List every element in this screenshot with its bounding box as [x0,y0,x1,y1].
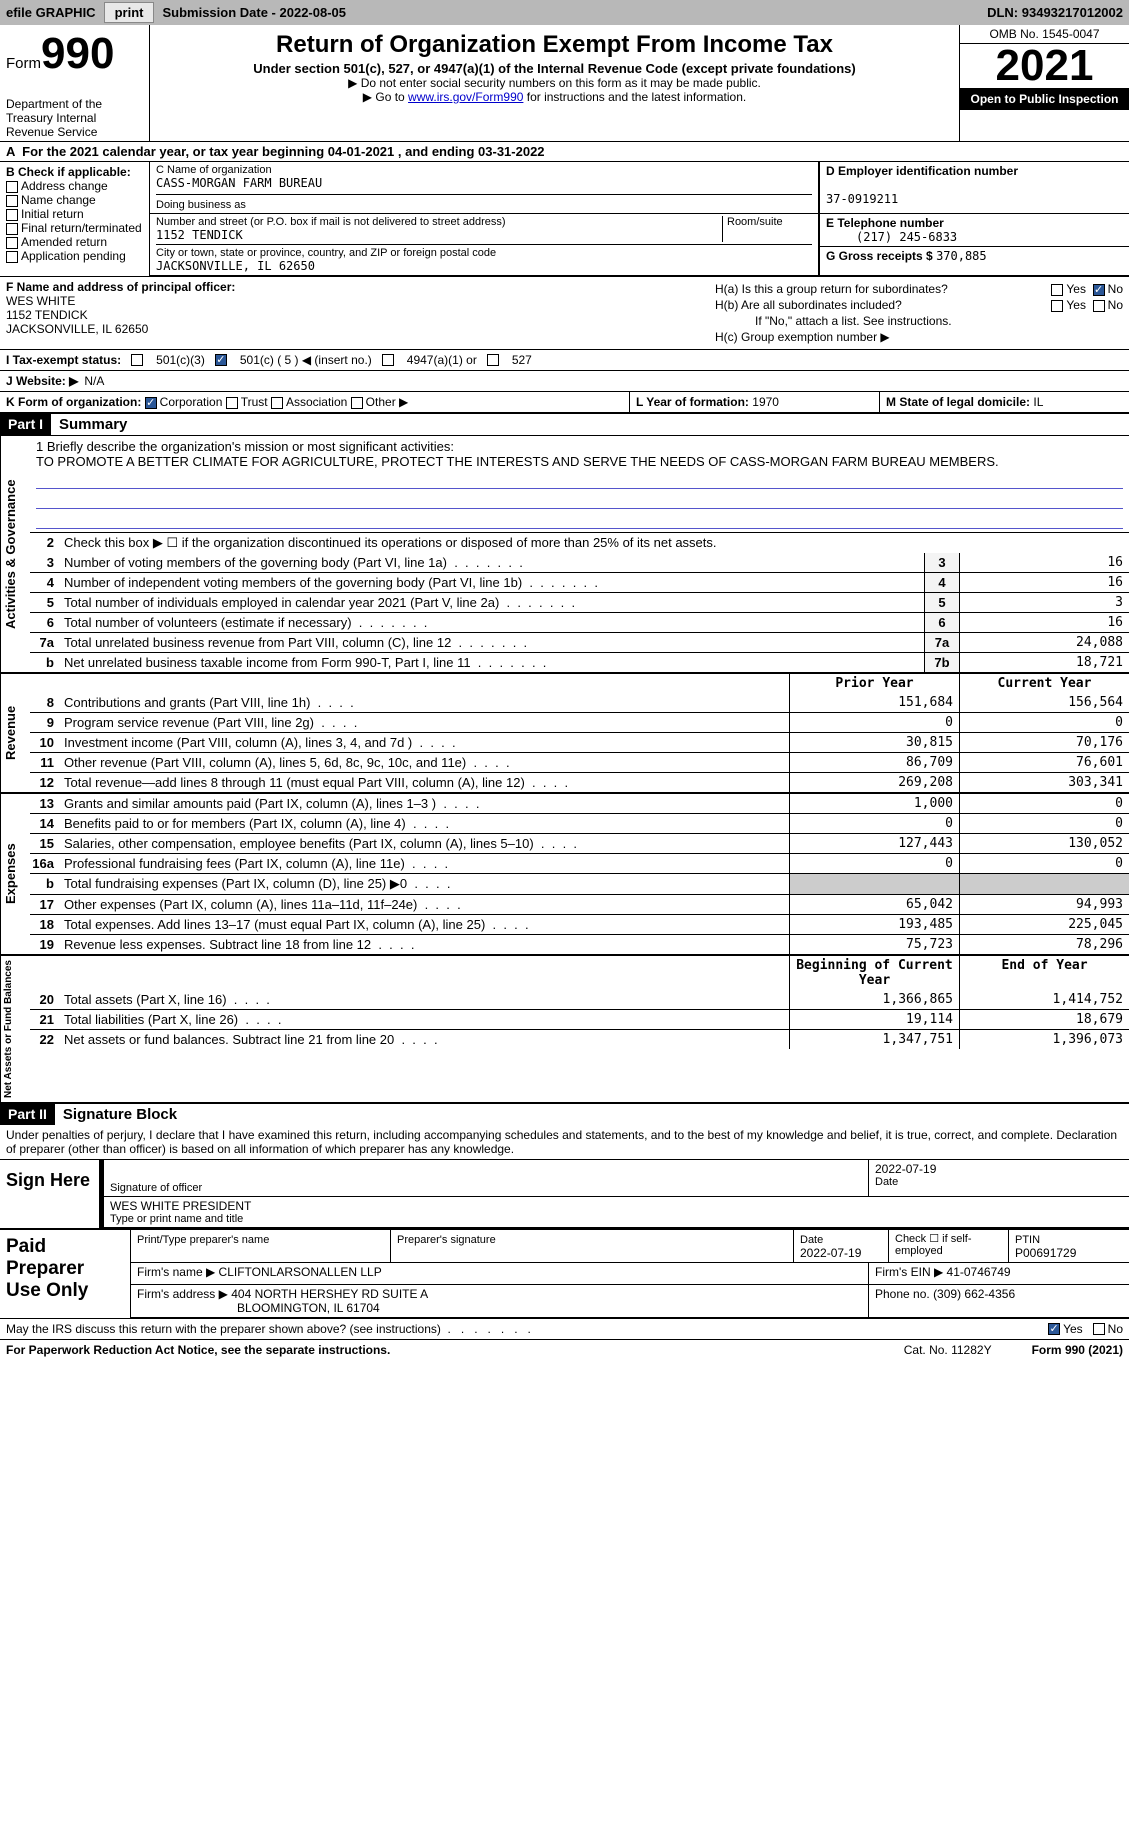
part1-header: Part I Summary [0,412,1129,435]
sign-here-block: Sign Here Signature of officer 2022-07-1… [0,1159,1129,1228]
city-label: City or town, state or province, country… [156,247,812,259]
declaration: Under penalties of perjury, I declare th… [0,1125,1129,1159]
sig-date: 2022-07-19 [875,1162,1123,1176]
box-f: F Name and address of principal officer:… [0,277,709,349]
open-inspection: Open to Public Inspection [960,88,1129,110]
vlabel-expenses: Expenses [0,794,30,954]
dept-label: Department of the Treasury Internal Reve… [6,97,143,139]
prior-year-hdr: Prior Year [789,674,959,693]
tax-year: 2021 [960,44,1129,88]
officer-name-label: Type or print name and title [110,1213,1123,1225]
box-h: H(a) Is this a group return for subordin… [709,277,1129,349]
box-d: D Employer identification number 37-0919… [819,162,1129,213]
officer-name: WES WHITE PRESIDENT [110,1199,1123,1213]
street: 1152 TENDICK [156,228,722,242]
form-ref: Form 990 (2021) [1032,1343,1123,1357]
line2: Check this box ▶ ☐ if the organization d… [60,533,1129,553]
form-note1: ▶ Do not enter social security numbers o… [156,76,953,90]
box-g: G Gross receipts $ 370,885 [820,246,1129,265]
footer: For Paperwork Reduction Act Notice, see … [0,1339,1129,1360]
form-title: Return of Organization Exempt From Incom… [156,31,953,59]
part2-header: Part II Signature Block [0,1102,1129,1125]
sig-date-label: Date [875,1176,1123,1188]
mission-q: 1 Briefly describe the organization's mi… [36,439,1123,454]
submission-label: Submission Date - 2022-08-05 [162,5,346,20]
topbar: efile GRAPHIC print Submission Date - 20… [0,0,1129,25]
officer-group-row: F Name and address of principal officer:… [0,276,1129,349]
irs-link[interactable]: www.irs.gov/Form990 [408,90,523,104]
period-row: A For the 2021 calendar year, or tax yea… [0,142,1129,161]
cat-no: Cat. No. 11282Y [904,1343,992,1357]
box-b: B Check if applicable: Address change Na… [0,162,150,276]
dba-label: Doing business as [156,199,246,211]
paid-preparer-label: Paid Preparer Use Only [0,1230,130,1318]
row-j: J Website: ▶ N/A [0,370,1129,391]
summary-expenses: Expenses 13Grants and similar amounts pa… [0,792,1129,954]
summary-governance: Activities & Governance 1 Briefly descri… [0,435,1129,672]
mission-text: TO PROMOTE A BETTER CLIMATE FOR AGRICULT… [36,454,1123,469]
begin-year-hdr: Beginning of Current Year [789,956,959,990]
print-button[interactable]: print [104,2,155,23]
row-k: K Form of organization: Corporation Trus… [0,391,1129,412]
entity-block: B Check if applicable: Address change Na… [0,161,1129,276]
name-label: C Name of organization [156,164,812,176]
discuss-row: May the IRS discuss this return with the… [0,1318,1129,1339]
form-header: Form990 Department of the Treasury Inter… [0,25,1129,141]
vlabel-governance: Activities & Governance [0,436,30,672]
efile-label: efile GRAPHIC [6,5,96,20]
form-note2: ▶ Go to www.irs.gov/Form990 for instruct… [156,90,953,104]
paid-preparer-block: Paid Preparer Use Only Print/Type prepar… [0,1228,1129,1318]
street-label: Number and street (or P.O. box if mail i… [156,216,722,228]
row-i: I Tax-exempt status: 501(c)(3) 501(c) ( … [0,349,1129,370]
vlabel-netassets: Net Assets or Fund Balances [0,956,30,1102]
summary-netassets: Net Assets or Fund Balances Beginning of… [0,954,1129,1102]
form-subtitle: Under section 501(c), 527, or 4947(a)(1)… [156,61,953,76]
room-label: Room/suite [727,216,812,228]
vlabel-revenue: Revenue [0,674,30,792]
box-e: E Telephone number (217) 245-6833 [820,214,1129,246]
sig-officer-label: Signature of officer [110,1182,862,1194]
sign-here-label: Sign Here [0,1160,100,1228]
org-name: CASS-MORGAN FARM BUREAU [156,176,812,190]
end-year-hdr: End of Year [959,956,1129,990]
dln: DLN: 93493217012002 [987,5,1123,20]
summary-revenue: Revenue Prior Year Current Year 8Contrib… [0,672,1129,792]
form-word: Form [6,55,41,72]
city: JACKSONVILLE, IL 62650 [156,259,812,273]
current-year-hdr: Current Year [959,674,1129,693]
form-number: 990 [41,29,114,78]
